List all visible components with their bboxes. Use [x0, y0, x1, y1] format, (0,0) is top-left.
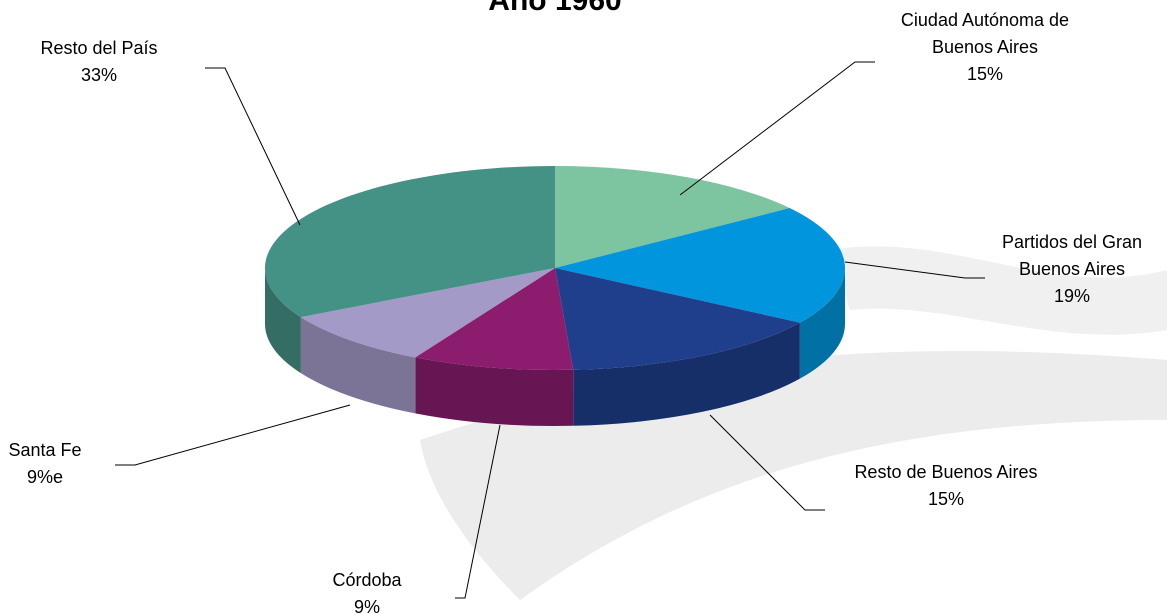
- data-label: Córdoba 9%: [287, 567, 447, 615]
- slice-side: [265, 268, 301, 374]
- leader-line: [709, 414, 825, 511]
- slice: [264, 166, 555, 318]
- slice-side: [573, 322, 800, 426]
- value-label: 15%: [927, 489, 965, 509]
- leader-line: [205, 67, 301, 226]
- slice-side: [300, 317, 416, 414]
- value-label: 15%: [966, 64, 1004, 84]
- chart-title: Año 1960: [488, 0, 622, 17]
- data-label: Santa Fe 9%e: [0, 437, 95, 491]
- slice-side: [415, 357, 574, 426]
- slice: [300, 268, 555, 358]
- data-label: Ciudad Autónoma de Buenos Aires 15%: [890, 7, 1080, 88]
- value-label: 9%: [353, 597, 380, 615]
- slice: [415, 268, 574, 370]
- value-label: 9%e: [26, 467, 64, 487]
- slice: [555, 268, 800, 370]
- category-label: Córdoba: [332, 570, 402, 590]
- value-label: 33%: [80, 65, 118, 85]
- slice-side: [799, 268, 845, 379]
- leader-line: [455, 424, 501, 599]
- leader-line: [115, 404, 351, 466]
- value-label: 19%: [1053, 286, 1091, 306]
- data-label: Partidos del Gran Buenos Aires 19%: [982, 229, 1162, 310]
- data-label: Resto del País 33%: [9, 35, 189, 89]
- slice: [555, 208, 846, 323]
- data-label: Resto de Buenos Aires 15%: [816, 459, 1076, 513]
- category-label: Resto de Buenos Aires: [854, 462, 1038, 482]
- slice: [555, 166, 790, 268]
- category-label: Partidos del Gran Buenos Aires: [1001, 232, 1143, 279]
- category-label: Resto del País: [40, 38, 158, 58]
- category-label: Ciudad Autónoma de Buenos Aires: [900, 10, 1070, 57]
- background-shadow: [830, 246, 1167, 335]
- leader-line: [844, 261, 985, 279]
- category-label: Santa Fe: [8, 440, 82, 460]
- leader-line: [679, 61, 875, 196]
